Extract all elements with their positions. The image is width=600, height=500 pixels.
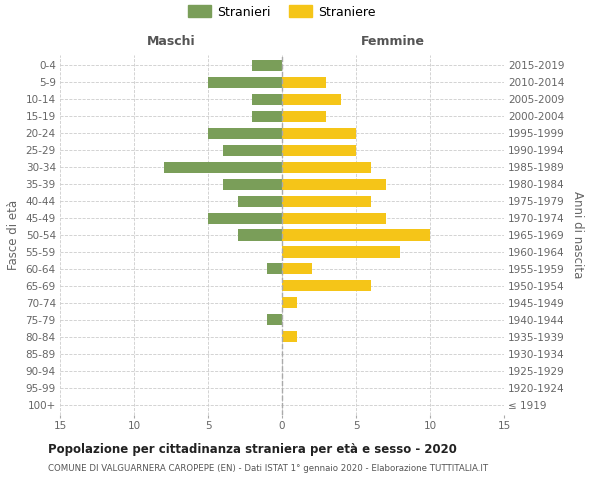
Bar (282, 178, 386, 190)
Bar (282, 230, 430, 240)
Bar (282, 76, 326, 88)
Legend: Stranieri, Straniere: Stranieri, Straniere (184, 0, 380, 24)
Text: Maschi: Maschi (146, 35, 196, 48)
Bar (282, 280, 371, 291)
Bar (223, 178, 282, 190)
Bar (282, 212, 386, 224)
Bar (267, 314, 282, 326)
Bar (282, 332, 297, 342)
Bar (282, 128, 356, 138)
Bar (282, 110, 326, 122)
Bar (208, 76, 282, 88)
Bar (282, 144, 356, 156)
Bar (282, 196, 371, 206)
Bar (253, 110, 282, 122)
Y-axis label: Anni di nascita: Anni di nascita (571, 192, 584, 278)
Bar (223, 144, 282, 156)
Bar (253, 94, 282, 104)
Bar (282, 246, 400, 258)
Bar (208, 212, 282, 224)
Bar (282, 264, 311, 274)
Bar (238, 196, 282, 206)
Text: COMUNE DI VALGUARNERA CAROPEPE (EN) - Dati ISTAT 1° gennaio 2020 - Elaborazione : COMUNE DI VALGUARNERA CAROPEPE (EN) - Da… (48, 464, 488, 473)
Bar (164, 162, 282, 172)
Bar (253, 60, 282, 70)
Bar (267, 264, 282, 274)
Bar (208, 128, 282, 138)
Bar (282, 162, 371, 172)
Y-axis label: Fasce di età: Fasce di età (7, 200, 20, 270)
Text: Femmine: Femmine (361, 35, 425, 48)
Text: Popolazione per cittadinanza straniera per età e sesso - 2020: Popolazione per cittadinanza straniera p… (48, 442, 457, 456)
Bar (282, 298, 297, 308)
Bar (238, 230, 282, 240)
Bar (282, 94, 341, 104)
